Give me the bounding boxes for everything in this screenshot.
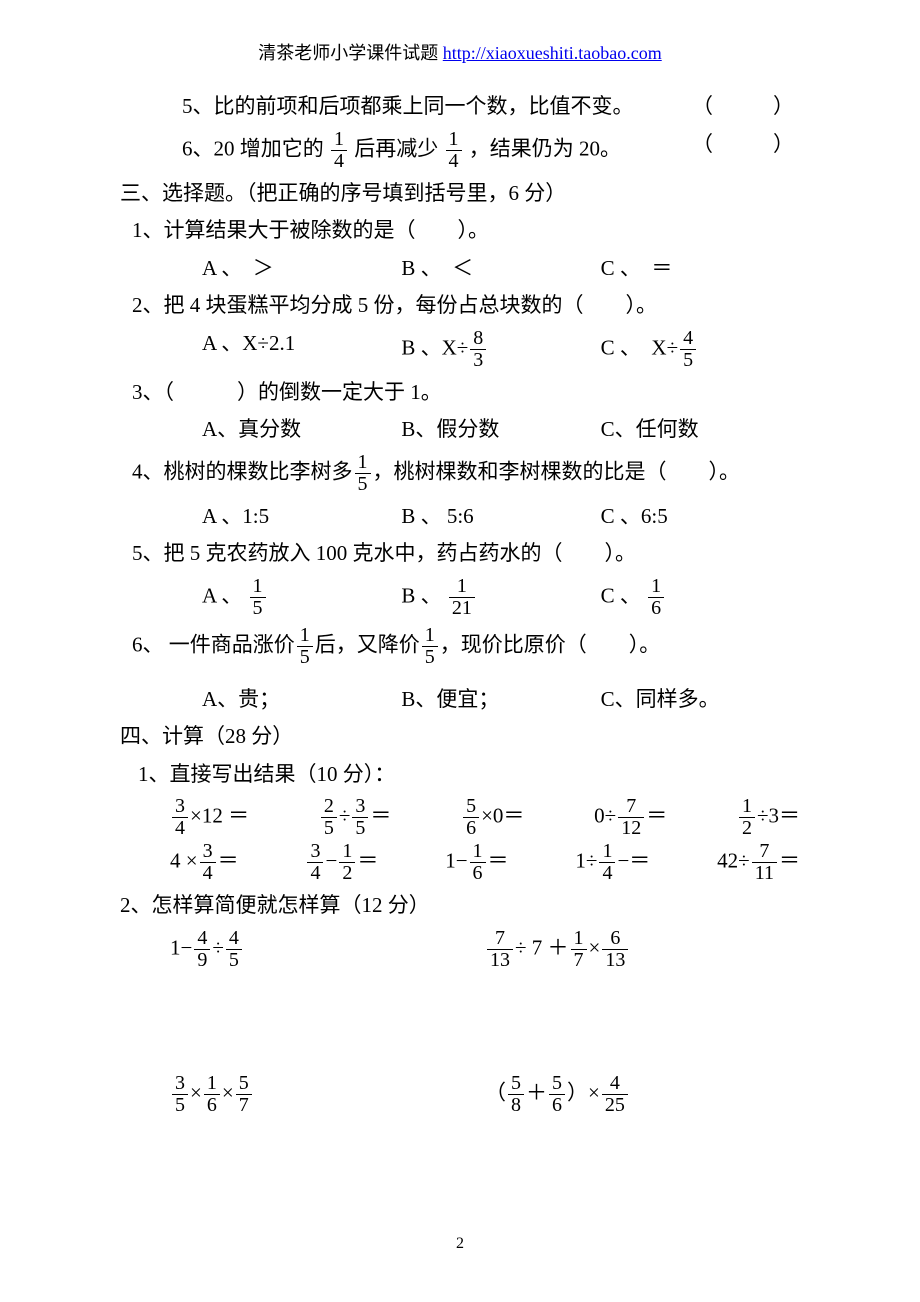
fraction: 121 [447, 576, 477, 619]
fraction: 613 [600, 928, 630, 971]
opt-a: A 、 ＞ [202, 253, 401, 285]
sec3-q4: 4、桃树的棵数比李树多15，桃树棵数和李树棵数的比是（ ）。 [120, 452, 800, 495]
fraction: 17 [569, 928, 589, 971]
sec3-q5-opts: A 、 15 B 、 121 C 、 16 [120, 576, 800, 619]
sec3-q4-opts: A 、1:5 B 、 5:6 C 、6:5 [120, 501, 800, 533]
fraction: 14 [329, 129, 349, 172]
opt-c: C 、6:5 [601, 501, 800, 533]
header-prefix: 清茶老师小学课件试题 [258, 43, 443, 63]
calc-item: 34−12＝ [305, 841, 378, 884]
tf-q5-text: 5、比的前项和后项都乘上同一个数，比值不变。 [182, 94, 634, 118]
fraction: 16 [646, 576, 666, 619]
opt-b: B、便宜； [401, 684, 600, 716]
opt-a: A 、 15 [202, 576, 401, 619]
fraction: 45 [224, 928, 244, 971]
page: 清茶老师小学课件试题 http://xiaoxueshiti.taobao.co… [0, 0, 920, 1302]
fraction: 14 [597, 841, 617, 884]
opt-c: C、同样多。 [601, 684, 800, 716]
calc-item: 25÷35＝ [319, 796, 392, 839]
calc-item: 4 ×34＝ [170, 841, 239, 884]
page-number: 2 [0, 1232, 920, 1256]
opt-a: A、贵； [202, 684, 401, 716]
sec3-q3: 3、（ ）的倒数一定大于 1。 [120, 377, 800, 409]
calc-item: 56×0＝ [461, 796, 524, 839]
fraction: 712 [616, 796, 646, 839]
sec4-p2-title: 2、怎样算简便就怎样算（12 分） [120, 890, 800, 922]
page-header: 清茶老师小学课件试题 http://xiaoxueshiti.taobao.co… [120, 40, 800, 67]
tf-q6: 6、20 增加它的 14 后再减少 14 ，结果仍为 20。 （ ） [120, 129, 800, 172]
opt-b: B 、 121 [401, 576, 600, 619]
opt-b: B 、 5:6 [401, 501, 600, 533]
calc-item: 12÷3＝ [737, 796, 800, 839]
simp-expr: （58＋56）×425 [485, 1073, 800, 1116]
fraction: 34 [305, 841, 325, 884]
fraction: 14 [444, 129, 464, 172]
calc-item: 1−16＝ [445, 841, 508, 884]
fraction: 83 [468, 328, 488, 371]
fraction: 35 [350, 796, 370, 839]
opt-c: C、任何数 [601, 414, 800, 446]
opt-c: C 、 X÷45 [601, 328, 800, 371]
header-link[interactable]: http://xiaoxueshiti.taobao.com [443, 43, 662, 63]
sec4-title: 四、计算（28 分） [120, 721, 800, 753]
fraction: 25 [319, 796, 339, 839]
opt-a: A 、1:5 [202, 501, 401, 533]
opt-a: A、真分数 [202, 414, 401, 446]
fraction: 45 [678, 328, 698, 371]
sec3-q6: 6、 一件商品涨价15后，又降价15，现价比原价（ ）。 [120, 625, 800, 668]
tf-q6-b: 后再减少 [354, 136, 443, 160]
tf-q5: 5、比的前项和后项都乘上同一个数，比值不变。 （ ） [120, 91, 800, 123]
opt-b: B 、X÷83 [401, 328, 600, 371]
fraction: 16 [468, 841, 488, 884]
calc-row-2: 4 ×34＝ 34−12＝ 1−16＝ 1÷14−＝ 42÷711＝ [170, 841, 800, 884]
opt-c: C 、 ＝ [601, 253, 800, 285]
fraction: 57 [234, 1073, 254, 1116]
simp-expr: 35×16×57 [170, 1073, 485, 1116]
calc-item: 42÷711＝ [717, 841, 800, 884]
fraction: 58 [506, 1073, 526, 1116]
fraction: 35 [170, 1073, 190, 1116]
tf-q5-blank: （ ） [692, 91, 800, 123]
tf-q6-a: 6、20 增加它的 [182, 136, 329, 160]
sec4-p1-title: 1、直接写出结果（10 分）： [120, 759, 800, 791]
calc-row-1: 34×12 ＝ 25÷35＝ 56×0＝ 0÷712＝ 12÷3＝ [170, 796, 800, 839]
fraction: 34 [170, 796, 190, 839]
calc-item: 0÷712＝ [594, 796, 667, 839]
fraction: 713 [485, 928, 515, 971]
opt-a: A 、X÷2.1 [202, 328, 401, 371]
opt-b: B、假分数 [401, 414, 600, 446]
tf-q6-blank: （ ） [692, 129, 800, 161]
fraction: 12 [737, 796, 757, 839]
fraction: 15 [353, 452, 373, 495]
sec3-q2: 2、把 4 块蛋糕平均分成 5 份，每份占总块数的（ ）。 [120, 290, 800, 322]
calc-item: 34×12 ＝ [170, 796, 249, 839]
sec3-title: 三、选择题。（把正确的序号填到括号里，6 分） [120, 178, 800, 210]
fraction: 711 [750, 841, 779, 884]
sec3-q1: 1、计算结果大于被除数的是（ ）。 [120, 215, 800, 247]
fraction: 56 [461, 796, 481, 839]
opt-c: C 、 16 [601, 576, 800, 619]
simp-expr: 1−49÷45 [170, 928, 485, 971]
opt-b: B 、 ＜ [401, 253, 600, 285]
sec3-q3-opts: A、真分数 B、假分数 C、任何数 [120, 414, 800, 446]
fraction: 49 [192, 928, 212, 971]
sec3-q2-opts: A 、X÷2.1 B 、X÷83 C 、 X÷45 [120, 328, 800, 371]
fraction: 34 [198, 841, 218, 884]
fraction: 15 [248, 576, 268, 619]
fraction: 15 [420, 625, 440, 668]
tf-q6-c: ，结果仍为 20。 [469, 136, 621, 160]
sec3-q1-opts: A 、 ＞ B 、 ＜ C 、 ＝ [120, 253, 800, 285]
work-space [120, 977, 800, 1067]
simp-row-2: 35×16×57 （58＋56）×425 [170, 1073, 800, 1116]
sec3-q5: 5、把 5 克农药放入 100 克水中，药占药水的（ ）。 [120, 538, 800, 570]
fraction: 15 [295, 625, 315, 668]
fraction: 16 [202, 1073, 222, 1116]
fraction: 12 [337, 841, 357, 884]
fraction: 56 [547, 1073, 567, 1116]
simp-row-1: 1−49÷45 713÷ 7 ＋17×613 [170, 928, 800, 971]
fraction: 425 [600, 1073, 630, 1116]
calc-item: 1÷14−＝ [575, 841, 650, 884]
sec3-q6-opts: A、贵； B、便宜； C、同样多。 [120, 684, 800, 716]
simp-expr: 713÷ 7 ＋17×613 [485, 928, 800, 971]
